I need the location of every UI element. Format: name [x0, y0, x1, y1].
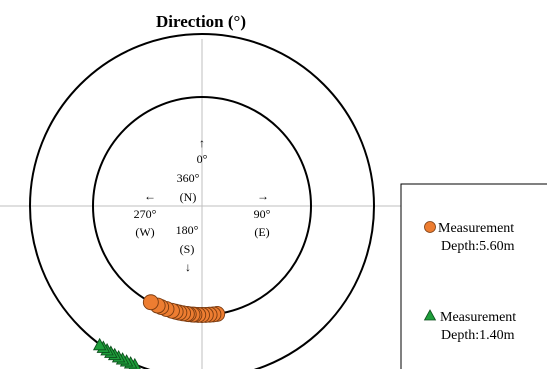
west-degree-label: 270°	[134, 207, 157, 221]
east-degree-label: 90°	[254, 207, 271, 221]
south-arrow: ↓	[185, 260, 191, 274]
legend: Measurement Depth:5.60m Measurement Dept…	[400, 183, 547, 369]
legend-series2-line1: Measurement	[440, 310, 516, 325]
legend-marker-circle	[424, 221, 436, 233]
legend-series1-line2: Depth:5.60m	[441, 239, 515, 254]
outer-ring	[29, 33, 375, 369]
north-degree-alt-label: 360°	[177, 171, 200, 185]
series-1-point-18	[142, 294, 159, 311]
chart-title: Direction (°)	[156, 12, 246, 31]
south-label: (S)	[180, 242, 195, 256]
west-arrow: ←	[144, 189, 156, 203]
series-2-point-10	[92, 337, 107, 351]
legend-box	[400, 183, 547, 369]
north-arrow: ↑	[199, 136, 205, 150]
legend-series2-line2: Depth:1.40m	[441, 328, 515, 343]
legend-series1-line1: Measurement	[438, 221, 514, 236]
east-arrow: →	[257, 189, 269, 203]
south-degree-label: 180°	[176, 223, 199, 237]
north-label: (N)	[180, 190, 197, 204]
east-label: (E)	[254, 225, 269, 239]
north-degree-label: 0°	[197, 152, 208, 166]
series-group	[92, 294, 226, 369]
legend-marker-triangle	[423, 309, 437, 321]
west-label: (W)	[135, 225, 154, 239]
